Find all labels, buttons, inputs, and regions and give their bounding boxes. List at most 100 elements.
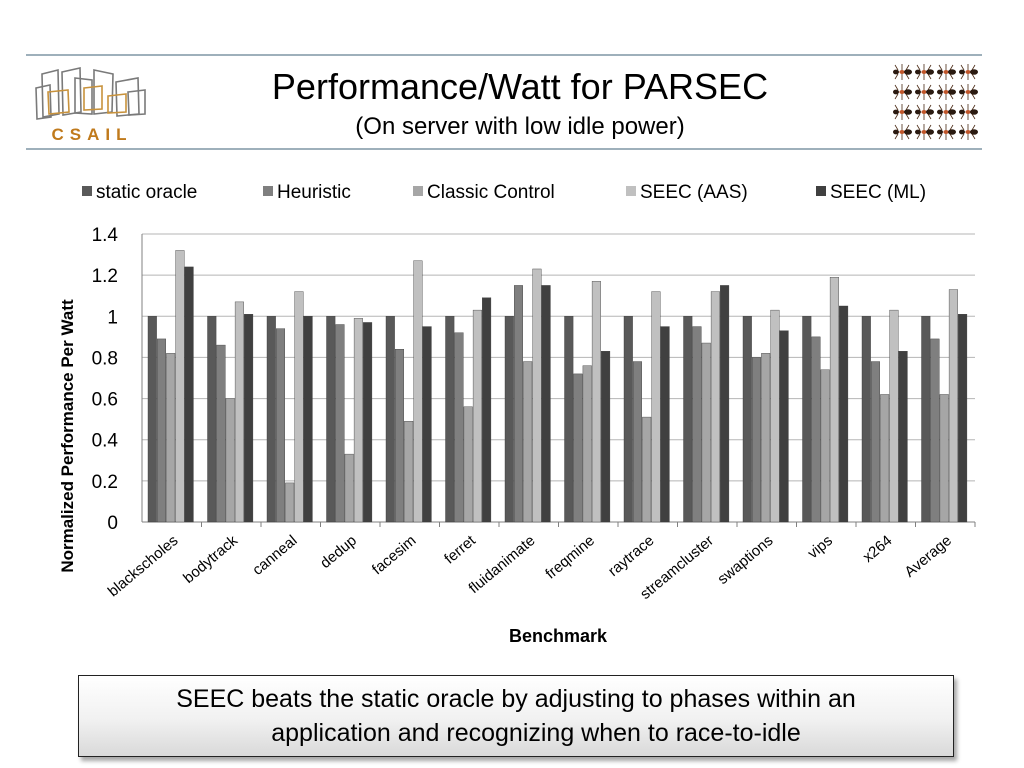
legend-swatch bbox=[413, 186, 423, 196]
x-tick-label: dedup bbox=[317, 532, 360, 572]
y-axis-label: Normalized Performance Per Watt bbox=[58, 299, 77, 573]
ant-icon bbox=[959, 104, 978, 120]
bar bbox=[514, 285, 524, 523]
bar bbox=[294, 291, 304, 523]
bar bbox=[582, 365, 592, 523]
bar-chart: static oracle Heuristic Classic Control SEE… bbox=[58, 182, 976, 646]
bar bbox=[742, 316, 752, 523]
bar bbox=[779, 330, 789, 523]
bar bbox=[651, 291, 661, 523]
bar bbox=[156, 338, 166, 523]
bar bbox=[660, 326, 670, 523]
legend-label: SEEC (AAS) bbox=[640, 182, 748, 203]
bar bbox=[385, 316, 395, 523]
bar bbox=[802, 316, 812, 523]
bar bbox=[207, 316, 217, 523]
ant-icon bbox=[959, 124, 978, 140]
x-tick-label: vips bbox=[805, 532, 836, 562]
x-tick-label: blackscholes bbox=[105, 532, 182, 600]
bar bbox=[404, 421, 414, 523]
bar bbox=[861, 316, 871, 523]
bar bbox=[523, 361, 533, 523]
legend-swatch bbox=[816, 186, 826, 196]
slide-title: Performance/Watt for PARSEC bbox=[271, 66, 769, 107]
callout-line-1: SEEC beats the static oracle by adjustin… bbox=[176, 685, 856, 713]
bar bbox=[234, 301, 244, 523]
x-tick-label: raytrace bbox=[605, 532, 657, 580]
legend-swatch bbox=[626, 186, 636, 196]
chart-legend: static oracle Heuristic Classic Control SEE… bbox=[82, 182, 926, 203]
bar bbox=[422, 326, 432, 523]
bar bbox=[889, 309, 899, 523]
bar bbox=[898, 351, 908, 523]
bar bbox=[564, 316, 574, 523]
ant-icon bbox=[915, 64, 934, 80]
bar bbox=[184, 266, 194, 523]
bar bbox=[266, 316, 276, 523]
x-tick-label: Average bbox=[901, 532, 955, 581]
x-tick-label: x264 bbox=[860, 532, 896, 566]
ant-icon bbox=[893, 104, 912, 120]
csail-logo-text: CSAIL bbox=[52, 125, 133, 144]
header-bottom-rule bbox=[26, 148, 982, 150]
y-tick-label: 0.4 bbox=[92, 431, 119, 452]
bar bbox=[344, 453, 354, 523]
y-tick-label: 0.6 bbox=[92, 390, 118, 411]
bar bbox=[591, 281, 601, 523]
bar bbox=[642, 416, 652, 523]
bar bbox=[445, 316, 455, 523]
bar bbox=[303, 316, 313, 523]
bar bbox=[820, 369, 830, 523]
bar bbox=[326, 316, 336, 523]
bar bbox=[541, 285, 551, 523]
bar bbox=[573, 373, 583, 523]
bar bbox=[710, 291, 720, 523]
legend-swatch bbox=[82, 186, 92, 196]
x-tick-label: ferret bbox=[441, 532, 479, 568]
bar bbox=[701, 342, 711, 523]
y-tick-label: 1.4 bbox=[92, 225, 119, 246]
ant-icon bbox=[915, 104, 934, 120]
bar bbox=[413, 260, 423, 523]
x-tick-label: swaptions bbox=[714, 532, 776, 588]
x-tick-label: canneal bbox=[249, 532, 300, 579]
bar bbox=[623, 316, 633, 523]
bar bbox=[692, 326, 702, 523]
bar bbox=[871, 361, 881, 523]
bar bbox=[939, 394, 949, 523]
bar bbox=[353, 318, 363, 523]
bar bbox=[147, 316, 157, 523]
summary-callout: SEEC beats the static oracle by adjustin… bbox=[78, 675, 954, 757]
ants-grid-icon bbox=[890, 62, 982, 144]
bar bbox=[601, 351, 611, 523]
bar bbox=[683, 316, 693, 523]
bar bbox=[811, 336, 821, 523]
x-tick-label: freqmine bbox=[542, 532, 598, 583]
bar bbox=[472, 309, 482, 523]
bar bbox=[948, 289, 958, 523]
bar bbox=[930, 338, 940, 523]
chart-bars bbox=[147, 250, 968, 523]
ant-icon bbox=[915, 84, 934, 100]
legend-label: Heuristic bbox=[277, 182, 351, 203]
bar bbox=[839, 305, 849, 523]
bar bbox=[720, 285, 730, 523]
bar bbox=[454, 332, 464, 523]
ant-icon bbox=[959, 84, 978, 100]
header-top-rule bbox=[26, 54, 982, 56]
bar bbox=[244, 314, 254, 523]
bar bbox=[829, 276, 839, 523]
y-tick-label: 0.2 bbox=[92, 472, 118, 493]
ant-icon bbox=[937, 104, 956, 120]
bar bbox=[285, 482, 295, 523]
bar bbox=[532, 268, 542, 523]
callout-line-2: application and recognizing when to race… bbox=[271, 719, 801, 747]
bar bbox=[482, 297, 492, 523]
bar bbox=[395, 348, 405, 523]
ant-icon bbox=[937, 124, 956, 140]
ant-icon bbox=[893, 124, 912, 140]
ant-icon bbox=[915, 124, 934, 140]
bar bbox=[752, 357, 762, 523]
bar bbox=[463, 406, 473, 523]
